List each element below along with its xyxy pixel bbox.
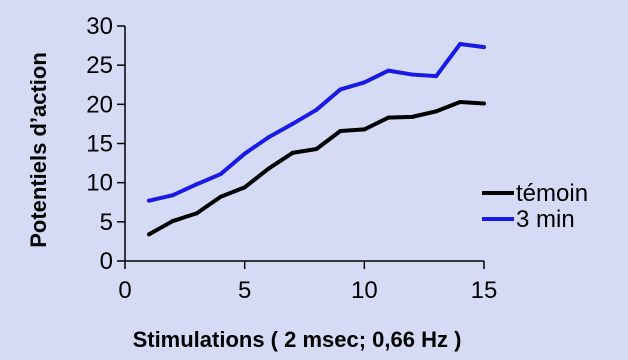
data-point [314, 107, 319, 112]
y-tick-label: 25 [86, 52, 113, 79]
data-point [314, 146, 319, 151]
data-point [362, 80, 367, 85]
data-point [434, 109, 439, 114]
data-point [194, 182, 199, 187]
data-point [290, 150, 295, 155]
x-tick-label: 0 [118, 277, 131, 304]
data-point [338, 87, 343, 92]
y-ticks: 0 5 10 15 20 25 30 [86, 13, 125, 275]
data-point [242, 185, 247, 190]
data-point [266, 135, 271, 140]
data-point [218, 194, 223, 199]
data-point [386, 115, 391, 120]
legend-label: témoin [516, 180, 588, 207]
y-tick-label: 0 [100, 248, 113, 275]
data-point [410, 72, 415, 77]
data-point [362, 127, 367, 132]
data-point [266, 166, 271, 171]
series-lines [146, 42, 486, 237]
data-point [482, 101, 486, 106]
series-line-1 [147, 99, 485, 237]
data-point [146, 198, 151, 203]
data-point [338, 128, 343, 133]
data-point [482, 45, 486, 50]
data-point [458, 42, 463, 47]
y-tick-label: 10 [86, 170, 113, 197]
data-point [218, 172, 223, 177]
x-tick-label: 15 [471, 277, 498, 304]
data-point [170, 193, 175, 198]
data-point [290, 121, 295, 126]
data-point [170, 219, 175, 224]
y-tick-label: 20 [86, 91, 113, 118]
series-line-2 [148, 42, 485, 203]
x-axis-label: Stimulations ( 2 msec; 0,66 Hz ) [133, 327, 462, 352]
data-point [242, 151, 247, 156]
x-tick-label: 5 [238, 277, 251, 304]
data-point [410, 114, 415, 119]
data-point [458, 99, 463, 104]
data-point [386, 68, 391, 73]
data-point [434, 74, 439, 79]
y-axis-label: Potentiels d’action [26, 52, 51, 248]
x-tick-label: 10 [351, 277, 378, 304]
y-tick-label: 15 [86, 131, 113, 158]
x-ticks: 0 5 10 15 [118, 261, 497, 304]
y-tick-label: 30 [86, 13, 113, 40]
legend-label: 3 min [516, 206, 575, 233]
data-point [194, 211, 199, 216]
axes [124, 26, 484, 262]
data-point [146, 232, 151, 237]
y-tick-label: 5 [100, 209, 113, 236]
